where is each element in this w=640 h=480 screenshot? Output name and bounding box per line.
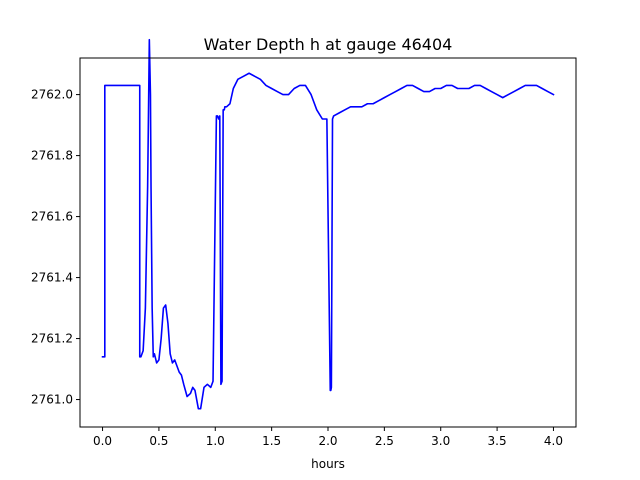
x-axis-label: hours — [311, 457, 345, 471]
x-tick-label: 2.0 — [318, 434, 337, 448]
y-tick-label: 2762.0 — [31, 88, 73, 102]
x-tick-label: 0.5 — [149, 434, 168, 448]
y-tick-label: 2761.2 — [31, 332, 73, 346]
x-tick-label: 1.0 — [206, 434, 225, 448]
chart-title: Water Depth h at gauge 46404 — [204, 35, 453, 54]
x-tick-label: 3.5 — [488, 434, 507, 448]
y-tick-label: 2761.6 — [31, 210, 73, 224]
x-tick-label: 3.0 — [431, 434, 450, 448]
x-tick-label: 1.5 — [262, 434, 281, 448]
y-tick-label: 2761.8 — [31, 149, 73, 163]
x-tick-label: 0.0 — [93, 434, 112, 448]
series-line-0 — [101, 38, 555, 410]
y-tick-label: 2761.4 — [31, 271, 73, 285]
x-tick-label: 2.5 — [375, 434, 394, 448]
y-tick-label: 2761.0 — [31, 393, 73, 407]
x-tick-label: 4.0 — [544, 434, 563, 448]
plot-area: 0.0 0.5 1.0 1.5 2.0 2.5 3.0 3.5 4.0 2761.0 2761.2 2… — [31, 38, 577, 448]
